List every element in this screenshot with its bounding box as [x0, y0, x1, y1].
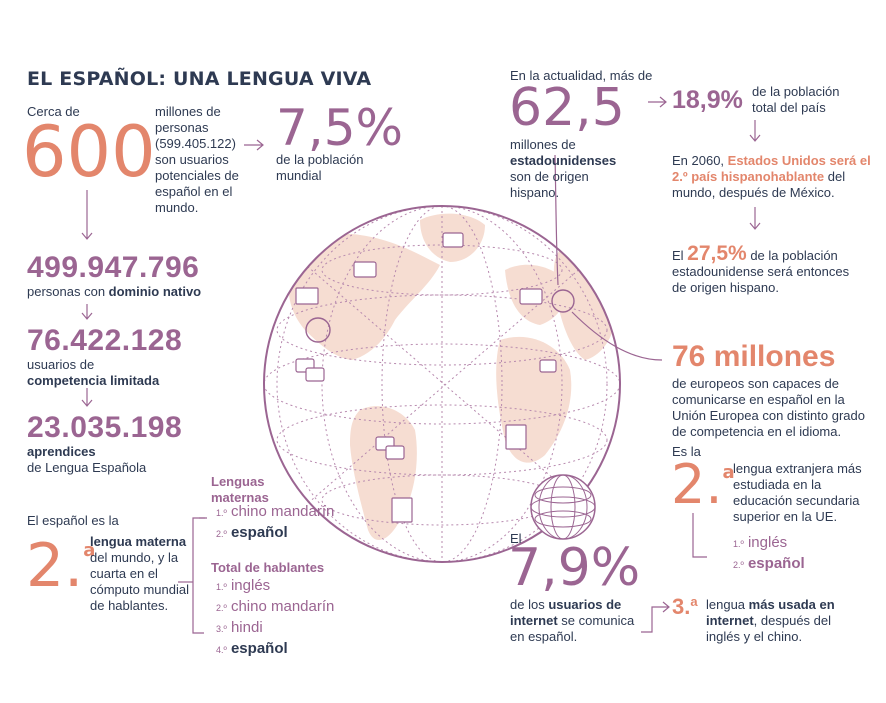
usa-hispanic-text: millones de estadounidenses son de origen…	[510, 137, 617, 200]
limited-competence-number: 76.422.128	[27, 324, 183, 357]
limited-competence-text: usuarios de	[27, 357, 95, 372]
page-title: EL ESPAÑOL: UNA LENGUA VIVA	[27, 68, 372, 90]
maternas-list: 1.º chino mandarín 2.º español	[216, 502, 334, 544]
chat-bubble-icon	[442, 232, 464, 248]
total-title: Total de hablantes	[211, 560, 325, 575]
globe-grid	[264, 206, 620, 562]
list-item: 4.º español	[216, 640, 288, 657]
foreign-rank: 2.a	[671, 453, 735, 516]
foreign-list: 1.º inglés 2.º español	[733, 533, 805, 575]
world-users-number: 600	[22, 111, 156, 193]
limited-competence-bold: competencia limitada	[27, 373, 160, 388]
chat-bubble-icon	[353, 261, 377, 278]
foreign-intro: Es la	[672, 444, 701, 459]
mother-tongue-intro: El español es la	[27, 513, 119, 528]
internet-globe-icon	[530, 474, 596, 540]
usa-hispanic-number: 62,5	[509, 78, 625, 138]
mother-tongue-text: lengua materna del mundo, y la cuarta en…	[90, 534, 189, 613]
list-item: 1.º chino mandarín	[216, 503, 335, 520]
europe-text: de europeos son capaces de comunicarse e…	[672, 376, 865, 439]
globe-outline	[263, 205, 621, 563]
americas-marker	[305, 317, 331, 343]
maternas-title: Lenguas maternas	[211, 474, 269, 505]
usa-pct: 18,9%	[672, 86, 743, 114]
book-icon	[505, 424, 527, 450]
list-item: 1.º inglés	[733, 534, 788, 551]
native-speakers-text: personas con dominio nativo	[27, 284, 202, 299]
list-item: 2.º español	[733, 555, 805, 572]
chat-bubble-icon	[519, 288, 543, 305]
globe-icons	[295, 232, 557, 523]
internet-rank-text: lengua más usada en internet, después de…	[706, 597, 835, 644]
north-america-landmass	[288, 234, 440, 360]
chat-bubble-icon	[305, 367, 325, 382]
total-list: 1.º inglés 2.º chino mandarín 3.º hindi …	[216, 576, 334, 660]
cerca-de-label: Cerca de	[27, 104, 80, 119]
learners-bold: aprendices	[27, 444, 96, 459]
native-speakers-number: 499.947.796	[27, 251, 200, 284]
internet-rank: 3.a	[672, 594, 698, 619]
internet-text: de los usuarios de internet se comunica …	[510, 597, 635, 644]
document-icon	[391, 497, 413, 523]
world-pct-text: de la población mundial	[276, 152, 364, 183]
connectors	[81, 96, 761, 634]
list-item: 3.º hindi	[216, 619, 263, 636]
internet-intro: El	[510, 531, 522, 546]
chat-bubble-icon	[385, 445, 405, 460]
world-users-text: millones de personas (599.405.122) son u…	[155, 104, 239, 215]
asia-landmass	[553, 249, 618, 360]
usa-pct-text: de la población total del país	[752, 84, 840, 115]
usa-2060-text: En 2060, Estados Unidos será el 2.º país…	[672, 153, 871, 200]
list-item: 2.º chino mandarín	[216, 598, 335, 615]
list-item: 1.º inglés	[216, 577, 271, 594]
europe-marker	[551, 289, 575, 313]
browser-window-icon	[295, 287, 319, 305]
usa-intro: En la actualidad, más de	[510, 68, 653, 83]
learners-text: de Lengua Española	[27, 460, 147, 475]
learners-number: 23.035.198	[27, 411, 183, 444]
world-pct-number: 7,5%	[276, 99, 404, 157]
europe-number: 76 millones	[672, 340, 836, 373]
foreign-text: lengua extranjera más estudiada en la ed…	[733, 461, 862, 524]
chat-bubble-icon	[539, 359, 557, 373]
usa-275-text: El 27,5% de la población estadounidense …	[672, 242, 850, 295]
mother-tongue-rank: 2.a	[26, 531, 96, 601]
internet-pct: 7,9%	[508, 538, 641, 598]
list-item: 2.º español	[216, 524, 288, 541]
